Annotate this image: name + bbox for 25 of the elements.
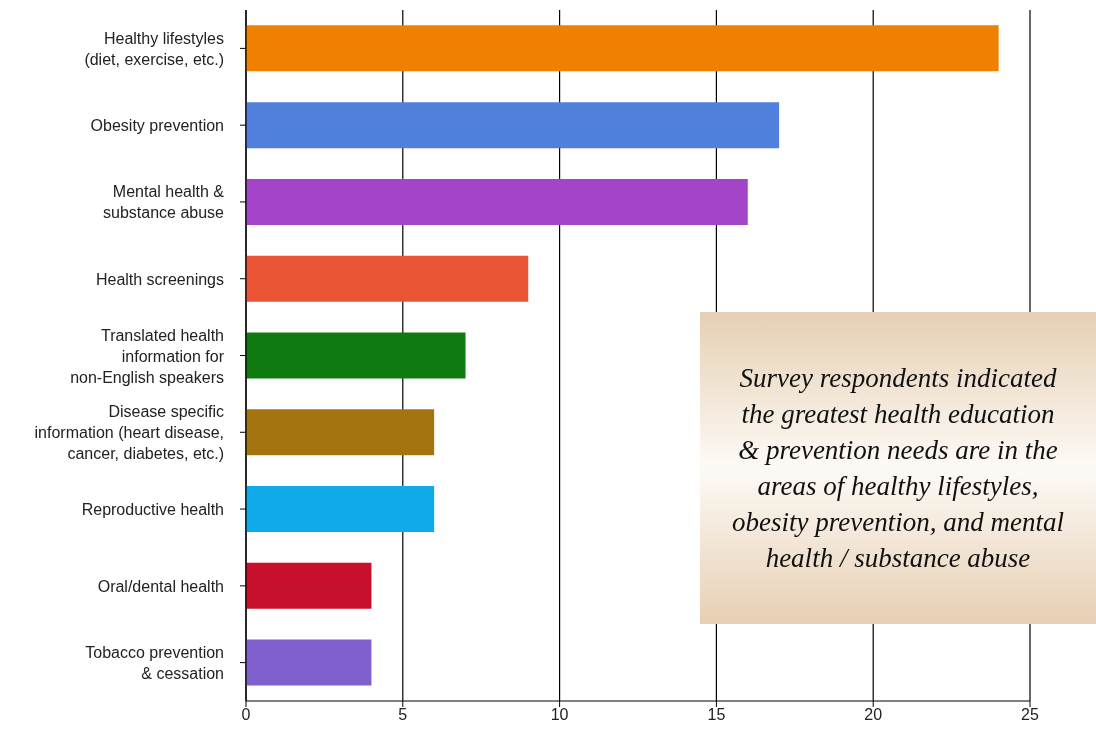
bar: [246, 255, 529, 302]
y-tick-label: Obesity prevention: [90, 116, 224, 134]
y-tick-label: Healthy lifestyles (diet, exercise, etc.): [84, 29, 224, 68]
bar: [246, 332, 466, 379]
x-tick-label: 15: [707, 706, 726, 724]
y-tick-label: Health screenings: [95, 270, 224, 288]
x-tick-label: 20: [864, 706, 883, 724]
y-tick-label: Reproductive health: [81, 500, 224, 518]
bar: [246, 639, 372, 686]
x-tick-label: 10: [550, 706, 569, 724]
bar: [246, 25, 999, 72]
x-tick-label: 25: [1021, 706, 1039, 724]
bar: [246, 409, 435, 456]
bar: [246, 486, 435, 533]
bar: [246, 102, 780, 149]
y-tick-label: Translated health information for non-English speakers: [70, 326, 225, 385]
callout-box: Survey respondents indicated the greatest health education & prevention needs are in the areas of healthy lifestyles, obesity prevention, and mental health / substance abuse: [700, 312, 1096, 624]
bar: [246, 178, 748, 225]
x-tick-label: 0: [241, 706, 251, 724]
y-tick-label: Tobacco prevention & cessation: [85, 643, 224, 682]
y-tick-label: Disease specific information (heart disease, cancer, diabetes, etc.): [34, 402, 224, 462]
bar: [246, 562, 372, 609]
y-tick-label: Oral/dental health: [97, 577, 224, 595]
x-tick-label: 5: [398, 706, 408, 724]
y-tick-label: Mental health & substance abuse: [103, 182, 225, 221]
